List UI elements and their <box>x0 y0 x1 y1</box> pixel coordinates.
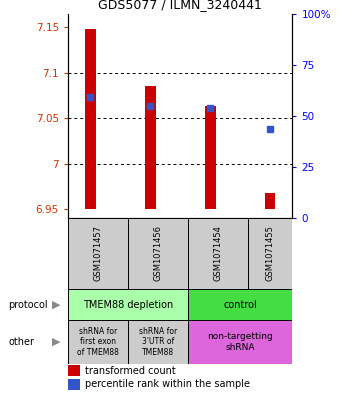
Text: non-targetting
shRNA: non-targetting shRNA <box>207 332 273 352</box>
Text: ▶: ▶ <box>52 299 61 310</box>
Bar <box>128 218 188 289</box>
Bar <box>68 320 128 364</box>
Bar <box>188 218 248 289</box>
Title: GDS5077 / ILMN_3240441: GDS5077 / ILMN_3240441 <box>98 0 262 11</box>
Text: percentile rank within the sample: percentile rank within the sample <box>85 379 250 389</box>
Text: GSM1071457: GSM1071457 <box>94 226 102 281</box>
Bar <box>188 289 292 320</box>
Bar <box>68 289 188 320</box>
Bar <box>128 320 188 364</box>
Bar <box>68 218 128 289</box>
Text: GSM1071456: GSM1071456 <box>153 226 162 281</box>
Bar <box>68 365 80 376</box>
Bar <box>248 218 292 289</box>
Text: ▶: ▶ <box>52 337 61 347</box>
Bar <box>265 193 275 209</box>
Text: shRNA for
3'UTR of
TMEM88: shRNA for 3'UTR of TMEM88 <box>139 327 177 357</box>
Text: GSM1071454: GSM1071454 <box>213 226 222 281</box>
Bar <box>188 320 292 364</box>
Text: shRNA for
first exon
of TMEM88: shRNA for first exon of TMEM88 <box>77 327 119 357</box>
Text: protocol: protocol <box>8 299 48 310</box>
Text: TMEM88 depletion: TMEM88 depletion <box>83 299 173 310</box>
Bar <box>145 86 156 209</box>
Text: GSM1071455: GSM1071455 <box>266 226 274 281</box>
Text: other: other <box>8 337 34 347</box>
Bar <box>85 29 96 209</box>
Text: control: control <box>223 299 257 310</box>
Bar <box>68 379 80 390</box>
Text: transformed count: transformed count <box>85 365 175 376</box>
Bar <box>205 107 216 209</box>
